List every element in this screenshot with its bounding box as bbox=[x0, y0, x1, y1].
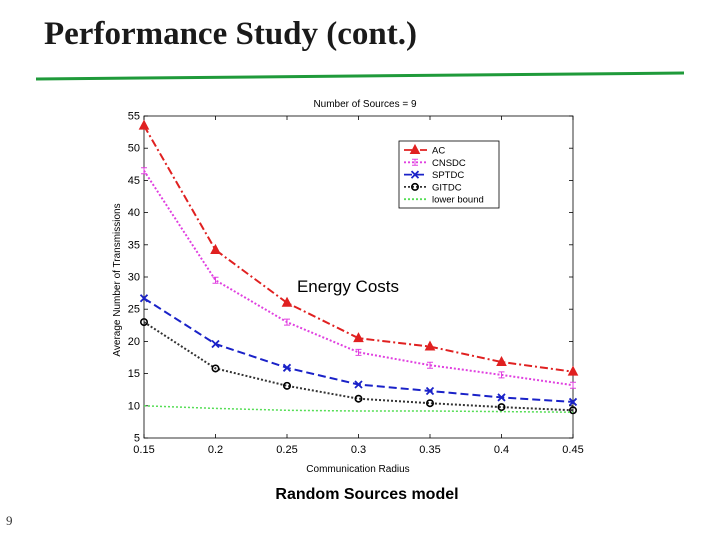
series-lines bbox=[138, 119, 579, 415]
data-point-cnsdc bbox=[141, 167, 147, 175]
data-point-ac bbox=[138, 119, 150, 130]
energy-costs-annotation: Energy Costs bbox=[297, 277, 399, 296]
legend-item-cnsdc: CNSDC bbox=[404, 158, 466, 169]
y-tick-label: 55 bbox=[128, 111, 140, 123]
axis-ticks: 5 10 15 20 25 30 35 40 45 50 55 0.15 0.2 0.25 0.3 0.35 0… bbox=[128, 111, 584, 457]
series-line-gitdc bbox=[143, 321, 574, 412]
legend-item-gitdc: GITDC bbox=[404, 182, 462, 193]
y-axis-label: Average Number of Transmissions bbox=[112, 203, 123, 356]
data-point-gitdc bbox=[425, 399, 434, 408]
data-point-sptdc bbox=[139, 294, 149, 303]
legend-label: GITDC bbox=[432, 182, 462, 193]
y-tick-label: 30 bbox=[128, 272, 140, 284]
data-point-sptdc bbox=[568, 397, 578, 407]
caption-text: Random Sources model bbox=[275, 486, 459, 503]
data-point-cnsdc bbox=[427, 361, 433, 369]
page-number: 9 bbox=[6, 513, 13, 528]
data-point-ac bbox=[281, 296, 293, 307]
data-point-cnsdc bbox=[498, 371, 505, 379]
legend-label: SPTDC bbox=[432, 170, 464, 181]
legend-label: CNSDC bbox=[432, 158, 466, 169]
data-point-ac bbox=[353, 332, 364, 343]
data-point-cnsdc bbox=[570, 381, 576, 389]
series-sptdc bbox=[139, 294, 578, 407]
x-tick-label: 0.2 bbox=[208, 444, 223, 456]
y-tick-label: 25 bbox=[128, 304, 140, 316]
y-tick-label: 15 bbox=[128, 368, 140, 380]
y-tick-label: 40 bbox=[128, 207, 140, 219]
y-tick-label: 5 bbox=[134, 433, 140, 445]
y-tick-label: 50 bbox=[128, 143, 140, 155]
data-point-cnsdc bbox=[284, 318, 290, 326]
data-point-sptdc bbox=[282, 363, 292, 372]
x-tick-label: 0.4 bbox=[494, 444, 509, 456]
series-lower-bound bbox=[143, 405, 574, 413]
y-tick-label: 45 bbox=[128, 175, 140, 187]
chart-caption: Random Sources model bbox=[0, 486, 720, 504]
data-point-cnsdc bbox=[212, 276, 219, 284]
legend-marker bbox=[409, 143, 421, 154]
data-point-gitdc bbox=[282, 381, 291, 390]
legend-marker bbox=[412, 158, 418, 166]
data-point-gitdc bbox=[354, 394, 363, 403]
legend-item-lower-bound: lower bound bbox=[404, 195, 484, 206]
series-ac bbox=[138, 119, 579, 376]
data-point-sptdc bbox=[497, 393, 506, 402]
legend-marker bbox=[410, 182, 419, 191]
legend-label: lower bound bbox=[432, 195, 484, 206]
y-tick-label: 35 bbox=[128, 239, 140, 251]
series-gitdc bbox=[140, 318, 577, 415]
legend-label: AC bbox=[432, 146, 445, 157]
data-point-gitdc bbox=[497, 403, 506, 412]
series-line-lower-bound bbox=[143, 405, 574, 413]
data-point-ac bbox=[567, 365, 579, 376]
legend-marker bbox=[410, 170, 420, 179]
y-tick-label: 20 bbox=[128, 336, 140, 348]
data-point-gitdc bbox=[211, 364, 220, 373]
data-point-gitdc bbox=[568, 406, 577, 415]
slide-title: Performance Study (cont.) bbox=[44, 16, 417, 52]
data-point-sptdc bbox=[354, 380, 363, 389]
data-point-gitdc bbox=[140, 318, 149, 327]
x-tick-label: 0.45 bbox=[562, 444, 583, 456]
series-cnsdc bbox=[141, 167, 576, 389]
data-point-ac bbox=[424, 340, 436, 351]
data-point-ac bbox=[210, 243, 221, 254]
x-tick-label: 0.25 bbox=[276, 444, 297, 456]
data-point-sptdc bbox=[425, 386, 435, 396]
y-tick-label: 10 bbox=[128, 400, 140, 412]
data-point-cnsdc bbox=[355, 348, 362, 356]
x-axis-label: Communication Radius bbox=[306, 464, 409, 475]
legend-item-ac: AC bbox=[404, 143, 445, 157]
chart-title: Number of Sources = 9 bbox=[313, 99, 417, 110]
x-tick-label: 0.3 bbox=[351, 444, 366, 456]
x-tick-label: 0.15 bbox=[133, 444, 154, 456]
data-point-ac bbox=[496, 355, 507, 367]
data-point-sptdc bbox=[211, 339, 220, 349]
legend-item-sptdc: SPTDC bbox=[404, 170, 464, 181]
x-tick-label: 0.35 bbox=[419, 444, 440, 456]
